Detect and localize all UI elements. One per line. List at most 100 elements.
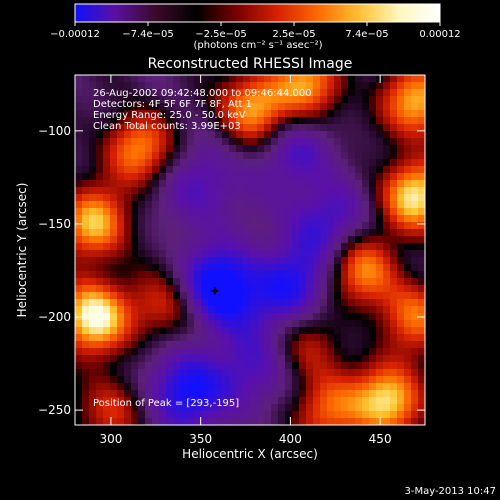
heatmap-cell: [257, 376, 265, 384]
heatmap-cell: [208, 264, 216, 272]
heatmap-cell: [229, 257, 237, 265]
heatmap-cell: [383, 278, 391, 286]
heatmap-cell: [159, 369, 167, 377]
heatmap-cell: [404, 341, 412, 349]
heatmap-cell: [117, 152, 125, 160]
heatmap-cell: [236, 341, 244, 349]
heatmap-cell: [348, 320, 356, 328]
colorbar-tick-label: 2.5e−05: [272, 29, 315, 40]
heatmap-cell: [75, 152, 83, 160]
heatmap-cell: [180, 355, 188, 363]
heatmap-cell: [222, 117, 230, 125]
heatmap-cell: [117, 208, 125, 216]
heatmap-cell: [229, 201, 237, 209]
heatmap-cell: [285, 390, 293, 398]
heatmap-cell: [173, 411, 181, 419]
heatmap-cell: [180, 145, 188, 153]
heatmap-cell: [306, 152, 314, 160]
heatmap-cell: [334, 215, 342, 223]
heatmap-cell: [341, 369, 349, 377]
heatmap-cell: [369, 334, 377, 342]
heatmap-cell: [397, 180, 405, 188]
heatmap-cell: [348, 96, 356, 104]
heatmap-cell: [411, 173, 419, 181]
heatmap-cell: [222, 145, 230, 153]
heatmap-cell: [215, 327, 223, 335]
heatmap-cell: [397, 348, 405, 356]
heatmap-cell: [89, 145, 97, 153]
heatmap-cell: [348, 292, 356, 300]
heatmap-cell: [250, 383, 258, 391]
heatmap-cell: [334, 355, 342, 363]
heatmap-cell: [327, 299, 335, 307]
heatmap-cell: [397, 124, 405, 132]
colorbar-ticks: −0.00012 −7.4e−05 −2.5e−05 2.5e−05 7.4e−05 0.…: [50, 22, 461, 40]
heatmap-cell: [145, 145, 153, 153]
heatmap-cell: [166, 103, 174, 111]
heatmap-cell: [292, 334, 300, 342]
heatmap-cell: [348, 264, 356, 272]
heatmap-cell: [348, 334, 356, 342]
heatmap-cell: [341, 89, 349, 97]
heatmap-cell: [299, 236, 307, 244]
heatmap-cell: [110, 124, 118, 132]
heatmap-cell: [376, 306, 384, 314]
heatmap-cell: [299, 264, 307, 272]
heatmap-cell: [82, 299, 90, 307]
heatmap-cell: [390, 362, 398, 370]
heatmap-cell: [145, 222, 153, 230]
heatmap-cell: [215, 257, 223, 265]
heatmap-cell: [369, 341, 377, 349]
heatmap-cell: [355, 103, 363, 111]
heatmap-cell: [320, 285, 328, 293]
heatmap-cell: [418, 411, 425, 419]
heatmap-cell: [173, 201, 181, 209]
heatmap-cell: [334, 117, 342, 125]
heatmap-cell: [124, 131, 132, 139]
heatmap-cell: [355, 145, 363, 153]
heatmap-cell: [145, 124, 153, 132]
heatmap-cell: [348, 369, 356, 377]
heatmap-cell: [138, 383, 146, 391]
heatmap-cell: [313, 306, 321, 314]
heatmap-cell: [278, 355, 286, 363]
heatmap-cell: [355, 313, 363, 321]
heatmap-cell: [327, 82, 335, 90]
heatmap-cell: [82, 82, 90, 90]
heatmap-cell: [362, 222, 370, 230]
heatmap-cell: [187, 145, 195, 153]
heatmap-cell: [411, 320, 419, 328]
heatmap-cell: [117, 313, 125, 321]
heatmap-cell: [327, 243, 335, 251]
heatmap-cell: [124, 208, 132, 216]
heatmap-cell: [89, 194, 97, 202]
heatmap-cell: [299, 229, 307, 237]
heatmap-cell: [369, 96, 377, 104]
heatmap-cell: [250, 348, 258, 356]
heatmap-cell: [110, 278, 118, 286]
heatmap-cell: [145, 292, 153, 300]
heatmap-cell: [362, 362, 370, 370]
heatmap-cell: [271, 243, 279, 251]
heatmap-cell: [362, 369, 370, 377]
heatmap-cell: [250, 201, 258, 209]
heatmap-cell: [397, 75, 405, 83]
heatmap-cell: [327, 257, 335, 265]
heatmap-cell: [383, 187, 391, 195]
heatmap-cell: [243, 411, 251, 419]
heatmap-cell: [173, 362, 181, 370]
heatmap-cell: [194, 110, 202, 118]
heatmap-cell: [166, 117, 174, 125]
heatmap-cell: [236, 404, 244, 412]
heatmap-cell: [82, 397, 90, 405]
heatmap-cell: [243, 369, 251, 377]
heatmap-cell: [75, 194, 83, 202]
heatmap-cell: [103, 89, 111, 97]
heatmap-cell: [327, 264, 335, 272]
heatmap-cell: [369, 327, 377, 335]
heatmap-cell: [138, 369, 146, 377]
heatmap-cell: [334, 222, 342, 230]
heatmap-cell: [187, 201, 195, 209]
heatmap-cell: [327, 194, 335, 202]
heatmap-cell: [243, 257, 251, 265]
